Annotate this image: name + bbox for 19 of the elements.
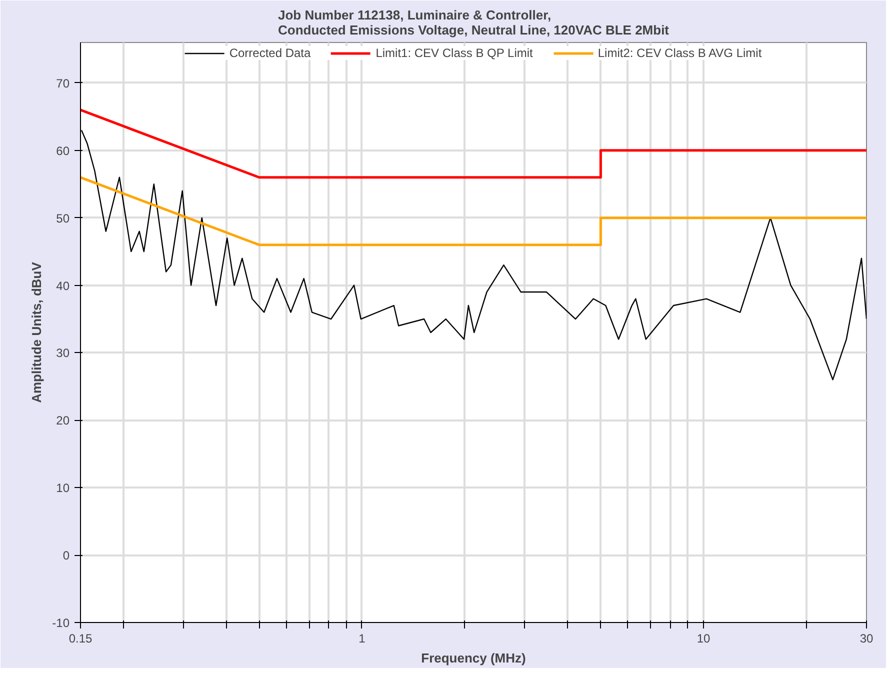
y-tick-label: 20 <box>56 414 70 428</box>
y-tick-label: 30 <box>56 346 70 360</box>
y-tick-label: 10 <box>56 481 70 496</box>
x-tick-label: 1 <box>358 632 366 646</box>
legend-label: Limit1: CEV Class B QP Limit <box>376 46 533 60</box>
x-tick-label: 10 <box>696 632 711 646</box>
legend-label: Limit2: CEV Class B AVG Limit <box>598 46 762 60</box>
chart-title: Job Number 112138, Luminaire & Controller, Conducted Emissions Voltage, Neutral Line, 120VAC BLE 2Mbit <box>278 8 670 38</box>
y-tick-label: 60 <box>56 144 70 158</box>
x-tick-label: 30 <box>860 632 874 646</box>
y-tick-label: 40 <box>56 278 70 293</box>
y-tick-label: 70 <box>56 76 70 90</box>
legend-label: Corrected Data <box>229 46 311 60</box>
y-tick-label: -10 <box>52 616 70 630</box>
y-axis-title: Amplitude Units, dBuV <box>29 262 44 403</box>
y-tick-label: 50 <box>56 211 70 226</box>
y-tick-label: 0 <box>62 548 70 563</box>
x-axis-title: Frequency (MHz) <box>421 650 526 666</box>
x-tick-label: 0.15 <box>68 632 93 646</box>
